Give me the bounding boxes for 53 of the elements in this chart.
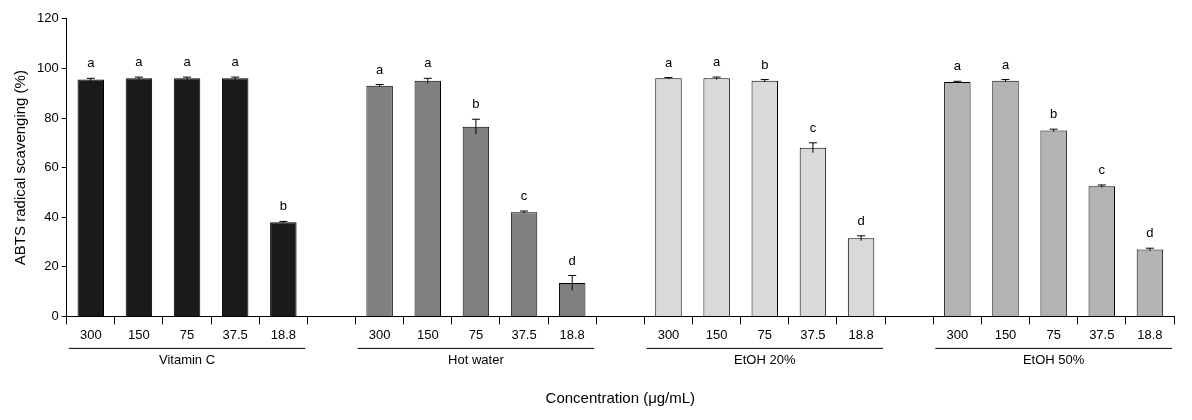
x-tick-label: 18.8 xyxy=(1137,326,1163,342)
data-label: a xyxy=(424,55,433,71)
x-tick-label: 75 xyxy=(757,326,773,342)
x-tick-label: 300 xyxy=(368,326,391,342)
data-label: a xyxy=(135,54,144,70)
y-tick-label: 100 xyxy=(36,59,59,75)
x-tick-label: 75 xyxy=(468,326,484,342)
text: EtOH 50% xyxy=(1022,352,1085,368)
x-tick-label: 75 xyxy=(179,326,195,342)
x-tick-label: 150 xyxy=(705,326,728,342)
data-label: a xyxy=(87,55,96,71)
x-tick-label: 37.5 xyxy=(511,326,537,342)
data-label: b xyxy=(279,198,287,214)
x-tick-label: 300 xyxy=(79,326,102,342)
y-axis-title: ABTS radical scavenging (%) xyxy=(11,70,29,266)
y-tick-label: 0 xyxy=(51,307,59,323)
data-label: d xyxy=(1146,225,1154,241)
y-tick-label: 120 xyxy=(36,10,59,26)
data-label: c xyxy=(809,119,817,135)
text: Hot water xyxy=(448,352,505,368)
data-label: a xyxy=(231,54,240,70)
x-tick-label: 75 xyxy=(1046,326,1061,342)
x-axis-title: Concentration (μg/mL) xyxy=(545,389,696,407)
x-tick-label: 37.5 xyxy=(222,326,248,342)
data-label: c xyxy=(520,188,528,204)
text: EtOH 20% xyxy=(734,352,796,368)
x-tick-label: 37.5 xyxy=(800,326,826,342)
data-label: b xyxy=(472,96,480,112)
data-label: b xyxy=(761,56,769,72)
text: Vitamin C xyxy=(158,352,216,368)
data-label: b xyxy=(1050,106,1058,122)
x-tick-label: 150 xyxy=(128,326,150,342)
x-tick-label: 18.8 xyxy=(559,326,585,342)
data-label: a xyxy=(183,54,192,70)
data-label: a xyxy=(376,61,385,77)
y-tick-label: 80 xyxy=(44,109,59,125)
data-label: d xyxy=(568,252,576,268)
x-tick-label: 150 xyxy=(994,326,1017,342)
data-label: a xyxy=(664,54,673,70)
x-tick-label: 18.8 xyxy=(848,326,874,342)
data-label: a xyxy=(953,58,962,74)
x-tick-label: 150 xyxy=(416,326,439,342)
x-tick-label: 18.8 xyxy=(270,326,296,342)
y-tick-label: 20 xyxy=(44,258,59,274)
x-tick-label: 300 xyxy=(946,326,969,342)
y-tick-label: 60 xyxy=(44,159,59,175)
data-label: a xyxy=(713,54,722,70)
data-label: d xyxy=(857,212,865,228)
x-tick-label: 37.5 xyxy=(1089,326,1115,342)
data-label: c xyxy=(1098,162,1106,178)
data-label: a xyxy=(1001,56,1010,72)
y-tick-label: 40 xyxy=(44,208,59,224)
x-tick-label: 300 xyxy=(657,326,680,342)
